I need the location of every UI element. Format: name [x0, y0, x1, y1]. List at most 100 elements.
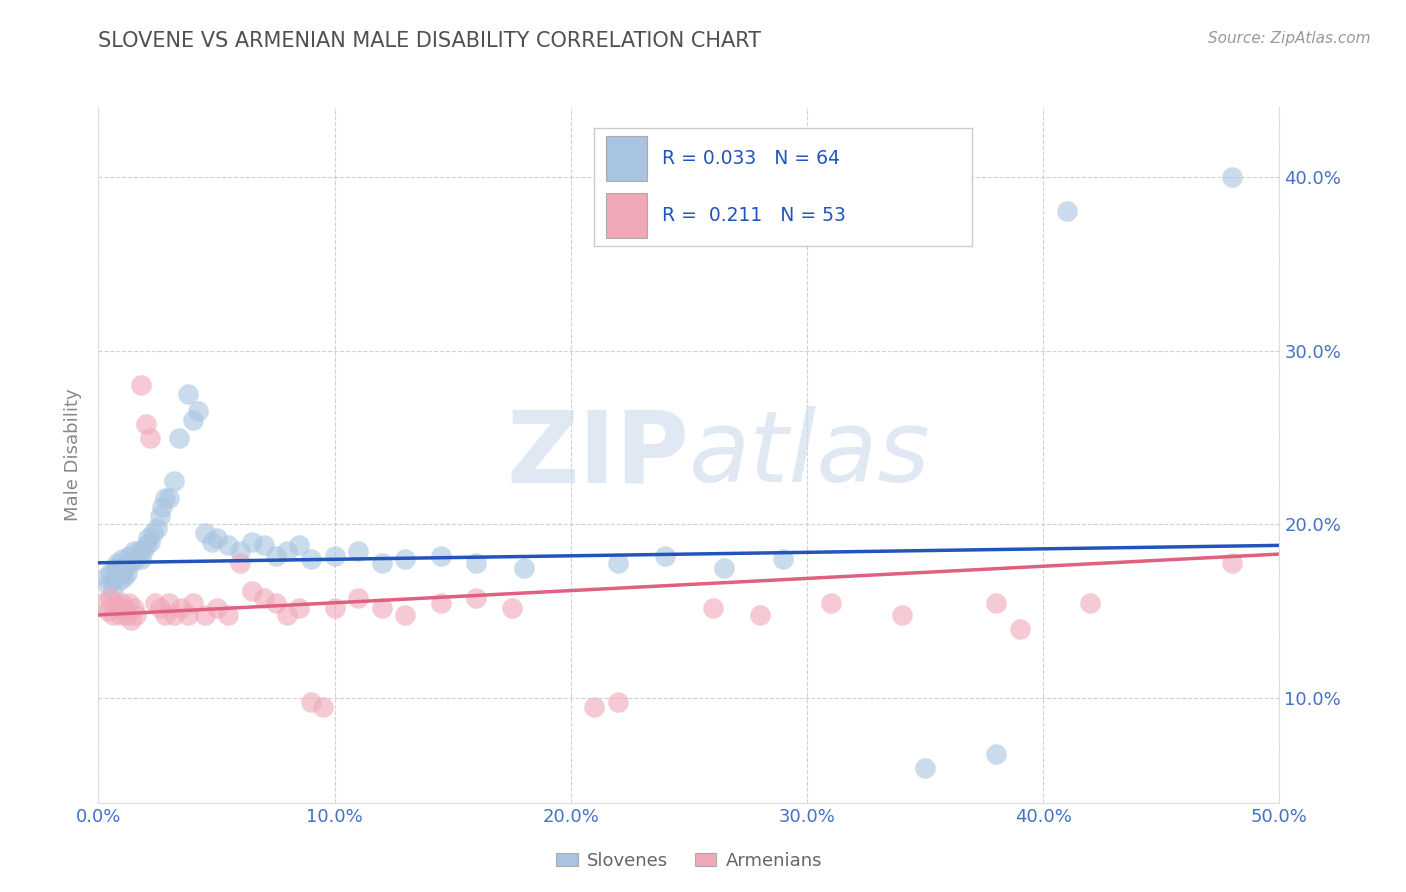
Point	[654, 549, 676, 563]
Text: SLOVENE VS ARMENIAN MALE DISABILITY CORRELATION CHART: SLOVENE VS ARMENIAN MALE DISABILITY CORR…	[98, 31, 762, 51]
Point	[163, 607, 186, 622]
Point	[347, 591, 370, 605]
Point	[115, 607, 138, 622]
Point	[153, 607, 176, 622]
Point	[205, 532, 228, 546]
Point	[276, 543, 298, 558]
Point	[129, 552, 152, 566]
Point	[394, 607, 416, 622]
Point	[167, 430, 190, 444]
Point	[323, 601, 346, 615]
Point	[288, 601, 311, 615]
Point	[132, 543, 155, 558]
Point	[101, 583, 124, 598]
Point	[143, 596, 166, 610]
Point	[181, 413, 204, 427]
Point	[104, 570, 127, 584]
Point	[111, 552, 134, 566]
Point	[122, 601, 145, 615]
Point	[748, 607, 770, 622]
Point	[153, 491, 176, 506]
Point	[115, 566, 138, 581]
Point	[112, 570, 135, 584]
Point	[170, 601, 193, 615]
Point	[201, 534, 224, 549]
Point	[129, 378, 152, 392]
Point	[98, 566, 121, 581]
Point	[312, 700, 335, 714]
Point	[157, 491, 180, 506]
Point	[91, 596, 114, 610]
Point	[118, 596, 141, 610]
Point	[1220, 556, 1243, 570]
Point	[108, 573, 131, 587]
Point	[108, 561, 131, 575]
Point	[194, 607, 217, 622]
Point	[142, 526, 165, 541]
Point	[101, 607, 124, 622]
Point	[121, 613, 143, 627]
Point	[583, 700, 606, 714]
Point	[253, 591, 276, 605]
Point	[181, 596, 204, 610]
Point	[105, 601, 128, 615]
Point	[125, 607, 148, 622]
Point	[276, 607, 298, 622]
Point	[465, 556, 488, 570]
Point	[105, 565, 128, 579]
Point	[229, 543, 252, 558]
Point	[465, 591, 488, 605]
Point	[98, 591, 121, 605]
Point	[177, 607, 200, 622]
Point	[135, 538, 157, 552]
Point	[135, 417, 157, 431]
Text: atlas: atlas	[689, 407, 931, 503]
Point	[512, 561, 534, 575]
Point	[713, 561, 735, 575]
Point	[229, 556, 252, 570]
Point	[347, 543, 370, 558]
Point	[430, 596, 453, 610]
Point	[112, 601, 135, 615]
Point	[125, 552, 148, 566]
Point	[1220, 169, 1243, 184]
Point	[157, 596, 180, 610]
Point	[371, 601, 394, 615]
Point	[136, 532, 159, 546]
Point	[501, 601, 523, 615]
Point	[253, 538, 276, 552]
Point	[394, 552, 416, 566]
Point	[111, 566, 134, 581]
Point	[1080, 596, 1102, 610]
Point	[299, 552, 322, 566]
Point	[820, 596, 842, 610]
Point	[150, 500, 173, 514]
Point	[101, 573, 124, 587]
Point	[122, 543, 145, 558]
Point	[1056, 204, 1078, 219]
Point	[115, 556, 138, 570]
Point	[97, 605, 120, 619]
Point	[149, 508, 172, 523]
Point	[111, 596, 134, 610]
Point	[984, 596, 1007, 610]
Point	[264, 549, 287, 563]
Point	[890, 607, 912, 622]
Point	[139, 430, 162, 444]
Point	[607, 556, 630, 570]
Point	[194, 526, 217, 541]
Point	[187, 404, 209, 418]
Point	[1008, 622, 1031, 636]
Point	[914, 761, 936, 775]
Point	[118, 549, 141, 563]
Point	[105, 556, 128, 570]
Text: Source: ZipAtlas.com: Source: ZipAtlas.com	[1208, 31, 1371, 46]
Point	[121, 556, 143, 570]
Point	[146, 521, 169, 535]
Point	[104, 596, 127, 610]
Point	[299, 695, 322, 709]
Point	[323, 549, 346, 563]
Point	[108, 607, 131, 622]
Point	[128, 543, 150, 558]
Y-axis label: Male Disability: Male Disability	[65, 389, 83, 521]
